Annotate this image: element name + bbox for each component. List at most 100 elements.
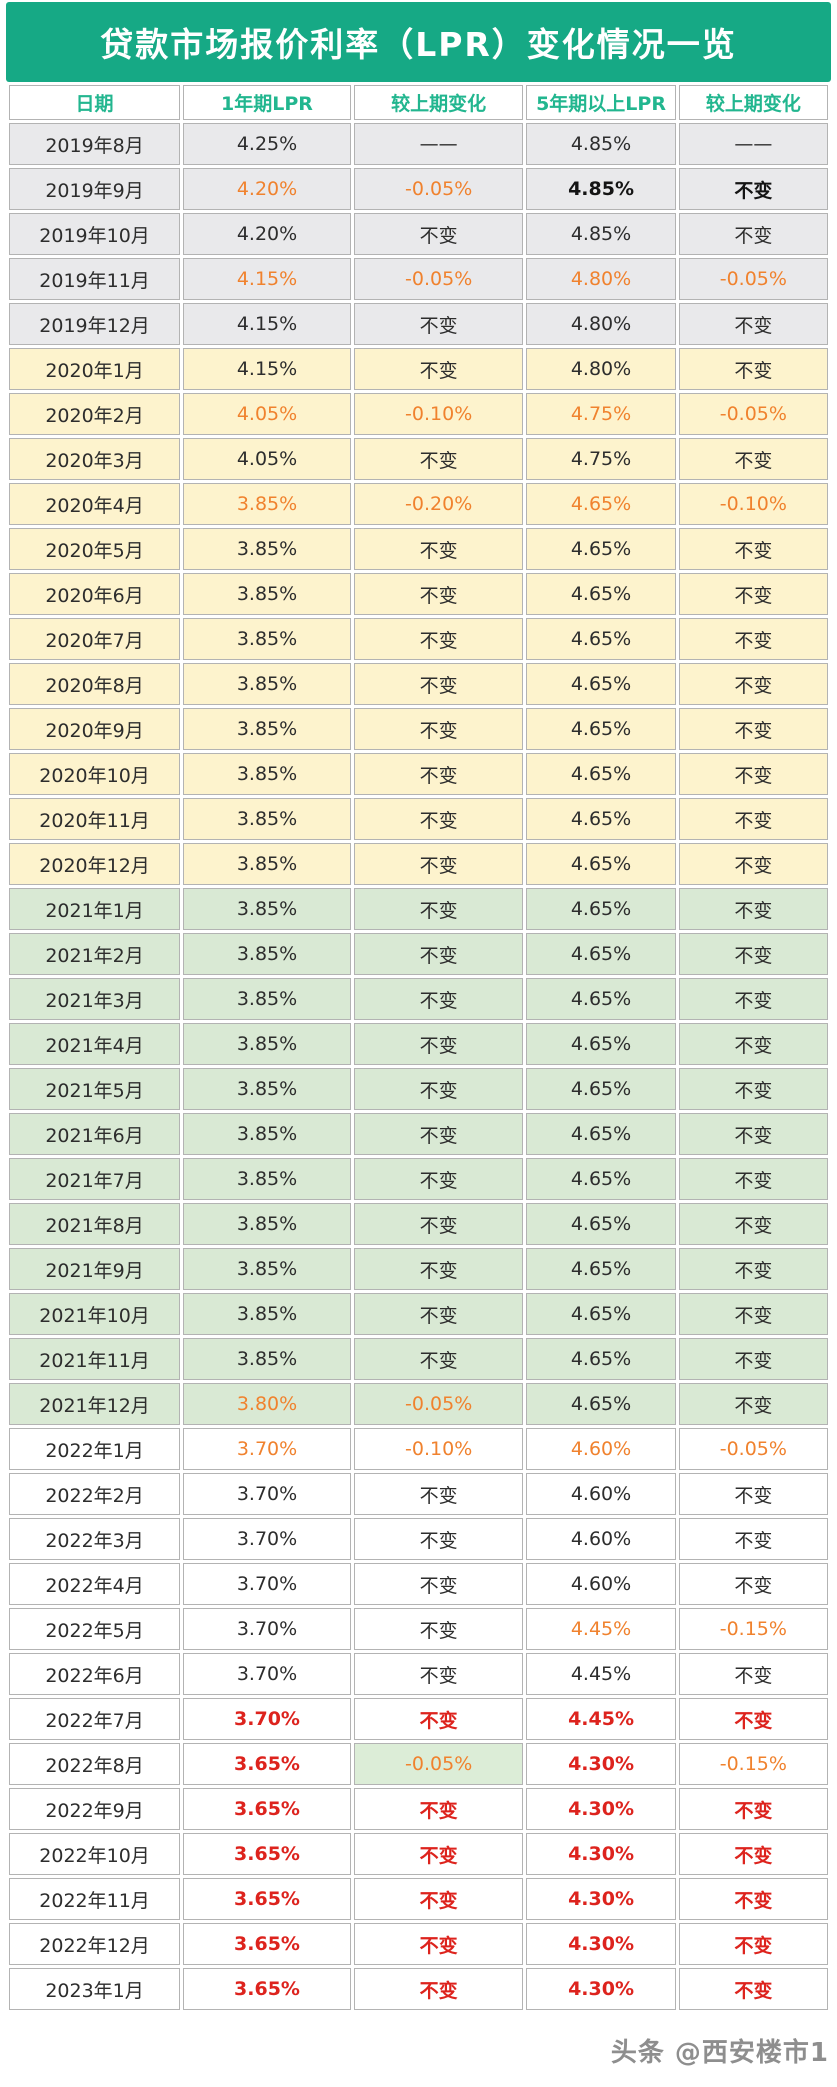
lpr-1y-cell: 4.15% — [183, 303, 351, 345]
change-1y-cell: 不变 — [353, 618, 524, 660]
change-5y-cell: 不变 — [678, 1653, 828, 1695]
lpr-1y-cell: 3.65% — [183, 1743, 351, 1785]
lpr-1y-cell: 3.85% — [183, 708, 351, 750]
table-body: 2019年8月 4.25% —— 4.85% —— 2019年9月 4.20% -0.05% 4… — [9, 123, 828, 2010]
change-5y-cell: 不变 — [678, 1563, 828, 1605]
change-5y-cell: 不变 — [678, 1923, 828, 1965]
table-row: 2023年1月 3.65% 不变 4.30% 不变 — [9, 1968, 828, 2010]
lpr-5y-cell: 4.85% — [526, 168, 676, 210]
date-cell: 2022年11月 — [9, 1878, 181, 1920]
change-5y-cell: 不变 — [678, 1248, 828, 1290]
change-1y-cell: -0.05% — [353, 258, 524, 300]
change-5y-cell: 不变 — [678, 573, 828, 615]
lpr-5y-cell: 4.30% — [526, 1968, 676, 2010]
date-cell: 2020年8月 — [9, 663, 181, 705]
lpr-5y-cell: 4.65% — [526, 1023, 676, 1065]
date-cell: 2019年9月 — [9, 168, 181, 210]
change-5y-cell: 不变 — [678, 843, 828, 885]
change-1y-cell: -0.10% — [353, 1428, 524, 1470]
lpr-5y-cell: 4.30% — [526, 1743, 676, 1785]
change-1y-cell: 不变 — [353, 1068, 524, 1110]
lpr-1y-cell: 3.70% — [183, 1428, 351, 1470]
lpr-5y-cell: 4.60% — [526, 1563, 676, 1605]
date-cell: 2021年1月 — [9, 888, 181, 930]
change-5y-cell: 不变 — [678, 1113, 828, 1155]
table-row: 2021年8月 3.85% 不变 4.65% 不变 — [9, 1203, 828, 1245]
lpr-5y-cell: 4.60% — [526, 1428, 676, 1470]
lpr-1y-cell: 3.85% — [183, 978, 351, 1020]
table-row: 2022年9月 3.65% 不变 4.30% 不变 — [9, 1788, 828, 1830]
date-cell: 2020年3月 — [9, 438, 181, 480]
lpr-1y-cell: 3.70% — [183, 1653, 351, 1695]
lpr-5y-cell: 4.80% — [526, 258, 676, 300]
change-1y-cell: 不变 — [353, 1203, 524, 1245]
date-cell: 2022年6月 — [9, 1653, 181, 1695]
table-row: 2022年1月 3.70% -0.10% 4.60% -0.05% — [9, 1428, 828, 1470]
lpr-5y-cell: 4.65% — [526, 753, 676, 795]
table-row: 2020年10月 3.85% 不变 4.65% 不变 — [9, 753, 828, 795]
table-row: 2020年5月 3.85% 不变 4.65% 不变 — [9, 528, 828, 570]
change-5y-cell: —— — [678, 123, 828, 165]
lpr-5y-cell: 4.65% — [526, 1113, 676, 1155]
change-5y-cell: 不变 — [678, 1383, 828, 1425]
lpr-5y-cell: 4.65% — [526, 888, 676, 930]
lpr-1y-cell: 3.85% — [183, 1068, 351, 1110]
table-row: 2022年12月 3.65% 不变 4.30% 不变 — [9, 1923, 828, 1965]
date-cell: 2021年9月 — [9, 1248, 181, 1290]
lpr-5y-cell: 4.30% — [526, 1923, 676, 1965]
table-row: 2019年9月 4.20% -0.05% 4.85% 不变 — [9, 168, 828, 210]
date-cell: 2020年9月 — [9, 708, 181, 750]
change-5y-cell: 不变 — [678, 1068, 828, 1110]
date-cell: 2021年5月 — [9, 1068, 181, 1110]
lpr-1y-cell: 4.20% — [183, 168, 351, 210]
change-5y-cell: 不变 — [678, 978, 828, 1020]
lpr-5y-cell: 4.65% — [526, 1158, 676, 1200]
table-row: 2022年4月 3.70% 不变 4.60% 不变 — [9, 1563, 828, 1605]
change-1y-cell: -0.05% — [353, 1383, 524, 1425]
lpr-1y-cell: 3.65% — [183, 1968, 351, 2010]
change-5y-cell: 不变 — [678, 348, 828, 390]
lpr-1y-cell: 3.65% — [183, 1788, 351, 1830]
table-row: 2022年3月 3.70% 不变 4.60% 不变 — [9, 1518, 828, 1560]
table-row: 2022年7月 3.70% 不变 4.45% 不变 — [9, 1698, 828, 1740]
lpr-1y-cell: 3.85% — [183, 573, 351, 615]
lpr-5y-cell: 4.45% — [526, 1698, 676, 1740]
change-1y-cell: 不变 — [353, 1338, 524, 1380]
change-1y-cell: 不变 — [353, 1293, 524, 1335]
lpr-5y-cell: 4.30% — [526, 1833, 676, 1875]
table-row: 2020年1月 4.15% 不变 4.80% 不变 — [9, 348, 828, 390]
date-cell: 2021年12月 — [9, 1383, 181, 1425]
change-1y-cell: 不变 — [353, 1878, 524, 1920]
lpr-5y-cell: 4.80% — [526, 303, 676, 345]
lpr-1y-cell: 3.70% — [183, 1518, 351, 1560]
date-cell: 2023年1月 — [9, 1968, 181, 2010]
change-1y-cell: 不变 — [353, 1608, 524, 1650]
change-5y-cell: -0.15% — [678, 1608, 828, 1650]
change-1y-cell: 不变 — [353, 978, 524, 1020]
lpr-1y-cell: 3.85% — [183, 663, 351, 705]
lpr-1y-cell: 3.65% — [183, 1833, 351, 1875]
date-cell: 2019年8月 — [9, 123, 181, 165]
lpr-1y-cell: 3.70% — [183, 1698, 351, 1740]
date-cell: 2020年12月 — [9, 843, 181, 885]
lpr-5y-cell: 4.30% — [526, 1788, 676, 1830]
lpr-1y-cell: 3.85% — [183, 618, 351, 660]
lpr-1y-cell: 3.85% — [183, 798, 351, 840]
change-1y-cell: 不变 — [353, 1518, 524, 1560]
lpr-5y-cell: 4.75% — [526, 393, 676, 435]
lpr-5y-cell: 4.65% — [526, 618, 676, 660]
change-1y-cell: 不变 — [353, 798, 524, 840]
page-title-text: 贷款市场报价利率（LPR）变化情况一览 — [100, 25, 737, 64]
table-row: 2020年11月 3.85% 不变 4.65% 不变 — [9, 798, 828, 840]
table-row: 2020年2月 4.05% -0.10% 4.75% -0.05% — [9, 393, 828, 435]
lpr-1y-cell: 3.70% — [183, 1473, 351, 1515]
change-1y-cell: 不变 — [353, 708, 524, 750]
change-5y-cell: -0.05% — [678, 393, 828, 435]
lpr-5y-cell: 4.45% — [526, 1608, 676, 1650]
lpr-5y-cell: 4.65% — [526, 1068, 676, 1110]
change-5y-cell: 不变 — [678, 1698, 828, 1740]
change-5y-cell: 不变 — [678, 168, 828, 210]
table-row: 2022年2月 3.70% 不变 4.60% 不变 — [9, 1473, 828, 1515]
date-cell: 2021年8月 — [9, 1203, 181, 1245]
